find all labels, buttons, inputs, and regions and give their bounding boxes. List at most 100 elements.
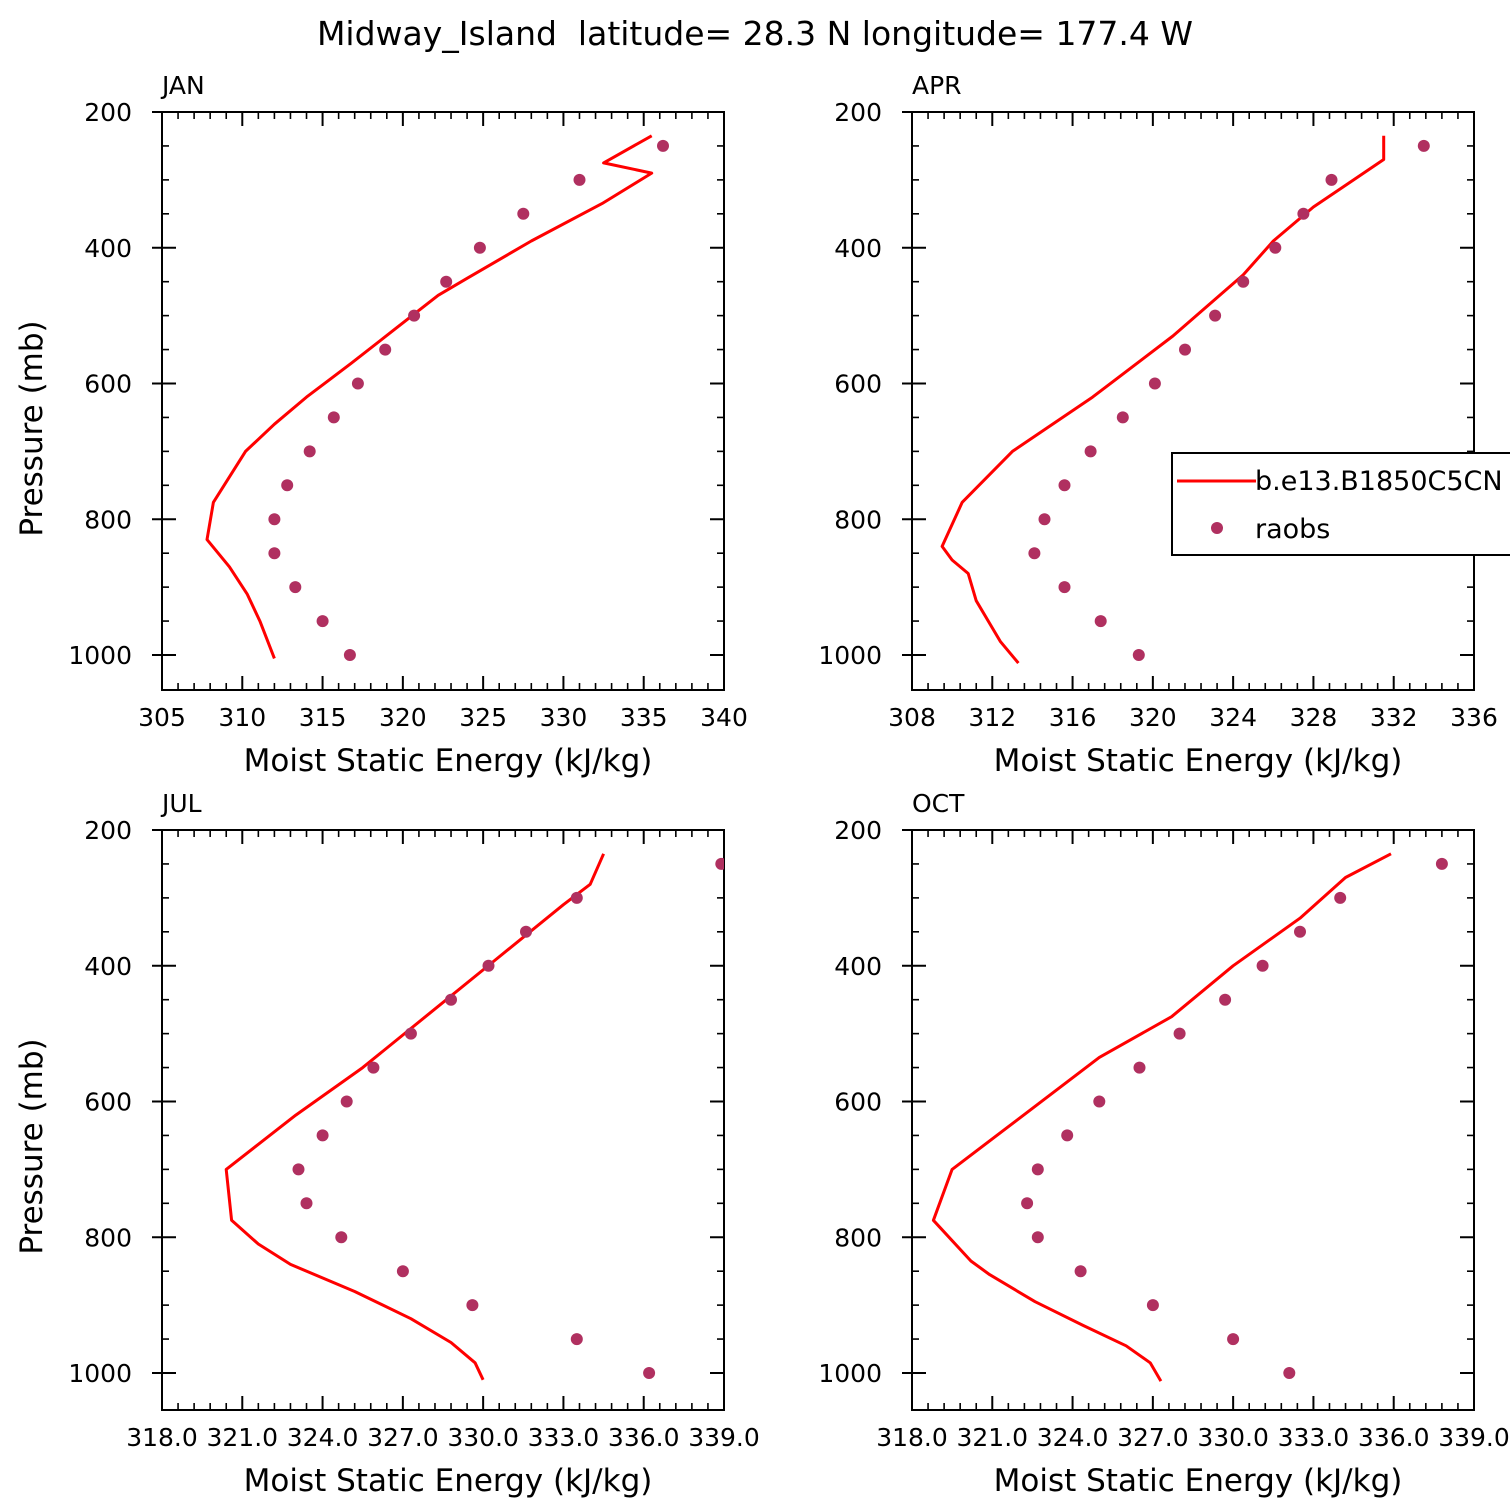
x-tick-label: 320 [379,703,427,732]
raobs-point [657,139,669,152]
x-tick-label: 339.0 [688,1423,760,1452]
y-tick-label: 1000 [818,1359,882,1388]
raobs-point [1325,173,1338,186]
raobs-point [268,513,281,526]
raobs-point [1074,1265,1087,1278]
x-tick-label: 315 [299,703,347,732]
y-tick-label: 200 [84,98,132,127]
y-tick-label: 1000 [68,1359,132,1388]
raobs-point [570,891,583,904]
x-tick-label: 327.0 [1117,1423,1189,1452]
plot-area-jan [205,134,669,661]
raobs-point [1058,479,1071,492]
model-line-oct [931,852,1392,1382]
x-tick-label: 316 [1049,703,1097,732]
y-tick-label: 200 [834,816,882,845]
x-tick-label: 327.0 [367,1423,439,1452]
model-line-jan [205,134,654,659]
raobs-point [1133,1061,1146,1074]
x-tick-label: 332 [1370,703,1418,732]
raobs-point [268,547,281,560]
raobs-point [281,479,294,492]
raobs-point [327,411,340,424]
x-tick-label: 321.0 [206,1423,278,1452]
raobs-point [1334,891,1347,904]
raobs-point [482,959,495,972]
raobs-point [316,615,329,628]
y-tick-label: 1000 [68,641,132,670]
legend-marker-swatch [1211,522,1223,534]
panel-label-apr: APR [912,71,962,100]
raobs-point [1417,139,1430,152]
y-tick-label: 400 [834,952,882,981]
panel-apr: APR 308 312 316 320 324 328 332 336 200 400 600 800 1… [818,71,1497,779]
y-tick-label: 400 [84,234,132,263]
raobs-point [1173,1027,1186,1040]
x-axis-label: Moist Static Energy (kJ/kg) [244,743,653,779]
raobs-point [404,1027,417,1040]
raobs-point [445,993,457,1006]
raobs-point [408,309,421,322]
figure-title: Midway_Island latitude= 28.3 N longitude… [317,14,1193,53]
raobs-point [396,1265,409,1278]
x-tick-label: 336 [1450,703,1498,732]
raobs-point [1031,1231,1044,1244]
y-tick-label: 800 [834,505,882,534]
x-tick-label: 321.0 [956,1423,1028,1452]
y-axis-label: Pressure (mb) [14,320,50,536]
x-tick-label: 318.0 [876,1423,948,1452]
x-tick-label: 312 [968,703,1016,732]
raobs-point [473,241,486,254]
raobs-point [1061,1129,1074,1142]
plot-frame-jul [161,829,725,1411]
model-line-jul [224,853,605,1381]
raobs-point [1256,959,1269,972]
raobs-point [1094,615,1107,628]
panel-jul: JUL 318.0 321.0 324.0 327.0 330.0 333.0 336.0 33… [14,789,760,1499]
raobs-point [289,581,302,594]
raobs-point [1031,1163,1044,1176]
plot-area-apr [940,135,1430,665]
raobs-point [340,1095,353,1108]
panel-label-jan: JAN [160,71,205,100]
panel-oct: OCT 318.0 321.0 324.0 327.0 330.0 333.0 336.0 33… [818,789,1509,1499]
x-tick-label: 324.0 [287,1423,359,1452]
raobs-point [520,925,532,938]
x-tick-label: 330.0 [447,1423,519,1452]
raobs-point [440,275,453,288]
raobs-point [1269,241,1282,254]
y-tick-label: 600 [834,370,882,399]
y-tick-label: 800 [84,1223,132,1252]
plot-frame-jan [161,111,725,691]
raobs-point [351,377,364,390]
raobs-point [1179,343,1191,356]
plot-area-oct [931,852,1448,1382]
x-axis-label: Moist Static Energy (kJ/kg) [994,1463,1403,1499]
panels-container: JAN 305 310 315 320 325 330 335 340 200 400 600 800 1… [14,71,1510,1499]
raobs-point [335,1231,348,1244]
y-axis-label: Pressure (mb) [14,1038,50,1254]
panel-jan: JAN 305 310 315 320 325 330 335 340 200 400 600 800 1… [14,71,748,779]
raobs-point [367,1061,380,1074]
legend-label-model: b.e13.B1850C5CN [1255,466,1503,497]
raobs-point [715,857,724,870]
raobs-point [1021,1197,1034,1210]
raobs-point [1148,377,1161,390]
x-tick-label: 328 [1290,703,1338,732]
raobs-point [379,343,392,356]
raobs-point [1093,1095,1106,1108]
raobs-point [1038,513,1051,526]
x-tick-label: 335 [620,703,668,732]
x-axis-label: Moist Static Energy (kJ/kg) [244,1463,653,1499]
raobs-point [1435,857,1448,870]
x-tick-label: 318.0 [126,1423,198,1452]
x-tick-label: 324 [1209,703,1257,732]
raobs-point [1283,1367,1296,1379]
y-tick-label: 400 [834,234,882,263]
raobs-point [1146,1299,1159,1312]
raobs-point [1209,309,1222,322]
raobs-point [1237,275,1250,288]
raobs-point [303,445,316,458]
raobs-point [1297,207,1310,220]
